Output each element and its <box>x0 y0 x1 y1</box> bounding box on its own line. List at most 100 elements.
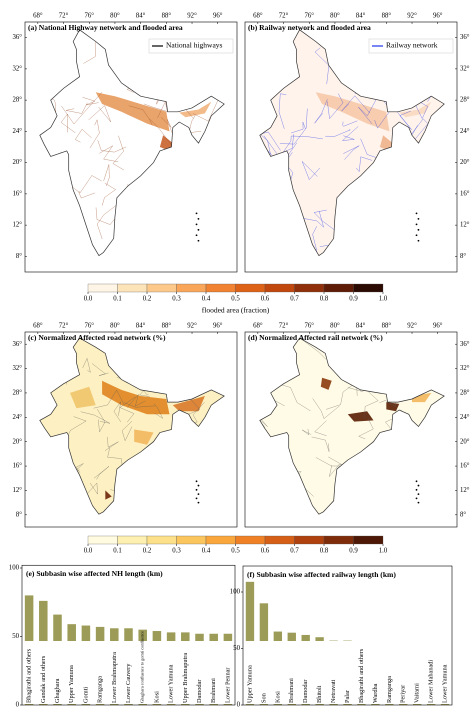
india-outline <box>39 338 225 515</box>
colorbar-tick-label: 0.6 <box>261 548 270 555</box>
x-tick-label: Brahmani <box>288 678 295 703</box>
lon-tick-label: 92° <box>407 13 417 20</box>
colorbar-tick-label: 0.6 <box>261 296 270 303</box>
network-line <box>315 456 346 467</box>
map-panel: (a) National Highway network and flooded… <box>12 13 238 273</box>
colorbar-tick-label: 0.2 <box>143 296 152 303</box>
network-line <box>143 95 168 112</box>
flood-patch <box>379 135 393 151</box>
axes-frame <box>21 564 236 706</box>
lon-tick-label: 96° <box>213 13 223 20</box>
colorbar-tick-label: 0.7 <box>290 296 299 303</box>
colorbar-cell <box>146 535 177 545</box>
network-line <box>107 447 123 469</box>
x-tick-label: Ghaghara confluence to gomti confluence <box>140 631 145 703</box>
x-tick-label: Upper Brahmaputra <box>182 653 189 703</box>
colorbar-tick-label: 1.0 <box>379 548 388 555</box>
x-tick-label: Ramganga <box>386 676 393 703</box>
lon-tick-label: 84° <box>136 323 146 330</box>
india-border <box>259 337 445 515</box>
x-tick-label: Wardha <box>372 683 379 703</box>
colorbar-tick-label: 0.8 <box>320 296 329 303</box>
lon-tick-label: 88° <box>162 323 172 330</box>
network-line <box>96 408 106 433</box>
colorbar-tick-label: 0.1 <box>113 548 122 555</box>
flood-patch <box>70 386 96 409</box>
network-line <box>278 93 287 129</box>
lon-tick-label: 88° <box>382 13 392 20</box>
x-tick-label: Lower Pennar <box>224 667 231 703</box>
network-line <box>396 110 412 130</box>
lat-tick-label: 12° <box>460 222 470 229</box>
colorbar-tick-label: 0.0 <box>84 296 93 303</box>
x-tick-label: Bhagirathi and others <box>358 648 365 703</box>
y-tick-label: 0 <box>237 702 241 709</box>
lat-tick-label: 16° <box>12 190 22 197</box>
network-line <box>78 191 95 199</box>
colorbar-tick-label: 0.4 <box>202 296 211 303</box>
network-line <box>112 135 125 171</box>
network-line <box>75 463 84 473</box>
network-line <box>89 118 100 149</box>
x-tick-label: Ghaghara <box>54 678 61 703</box>
lon-tick-label: 92° <box>187 13 197 20</box>
lon-tick-label: 76° <box>304 13 314 20</box>
lon-tick-label: 76° <box>304 323 314 330</box>
x-tick-label: Lower Cauvery <box>125 663 132 703</box>
x-tick-label: Kosi <box>274 691 281 703</box>
island <box>417 217 420 220</box>
network-line <box>93 466 110 480</box>
x-tick-label: Lower Brahmaputra <box>111 652 118 703</box>
map-panel: (b) Railway network and flooded area Rail… <box>244 13 470 273</box>
lon-tick-label: 68° <box>33 13 43 20</box>
lon-tick-label: 68° <box>253 13 263 20</box>
x-tick-label: Upper Yamuna <box>246 665 253 703</box>
colorbar-cell <box>323 283 354 293</box>
network-line <box>128 105 153 126</box>
colorbar-cell <box>353 535 384 545</box>
lat-tick-label: 20° <box>12 438 22 445</box>
network-line <box>113 401 122 423</box>
lat-tick-label: 36° <box>460 341 470 348</box>
network-line <box>124 402 156 408</box>
island <box>197 239 200 242</box>
network-line <box>74 128 92 143</box>
flood-patch <box>320 377 332 390</box>
network-line <box>121 420 133 442</box>
colorbar-cell <box>117 535 148 545</box>
x-tick-label: Brahmani <box>210 678 217 703</box>
lat-tick-label: 28° <box>460 390 470 397</box>
network-line <box>154 403 164 420</box>
flood-patch <box>347 411 374 422</box>
india-outline <box>39 29 225 256</box>
network-line <box>313 209 339 233</box>
island <box>195 223 198 226</box>
island <box>415 480 418 483</box>
lat-tick-label: 12° <box>12 487 22 494</box>
network-line <box>364 391 379 418</box>
x-tick-label: Son <box>260 692 267 703</box>
lat-tick-label: 32° <box>460 365 470 372</box>
island <box>417 501 420 504</box>
map-panel: (d) Normalized Affected rail network (%)… <box>244 323 470 528</box>
label-backdrop <box>244 641 451 704</box>
x-tick-label: Kosi <box>153 691 160 703</box>
island <box>197 501 200 504</box>
colorbar-cell <box>146 283 177 293</box>
network-line <box>281 384 311 412</box>
colorbar-cell <box>294 535 325 545</box>
chart-title: (e) Subbasin wise affected NH length (km… <box>26 569 163 578</box>
x-tick-label: Lower Yamuna <box>168 664 175 703</box>
legend-box <box>368 38 454 54</box>
network-line <box>119 396 136 423</box>
colorbar-tick-label: 0.9 <box>349 296 358 303</box>
lat-tick-label: 32° <box>12 365 22 372</box>
x-tick-label: Lower Yamuna <box>441 664 448 703</box>
legend-label: Railway network <box>386 41 438 50</box>
network-line <box>314 420 327 437</box>
network-line <box>342 120 358 127</box>
lat-tick-label: 36° <box>460 34 470 41</box>
lon-tick-label: 72° <box>279 323 289 330</box>
network-line <box>91 363 109 376</box>
colorbar: 0.0 0.1 0.2 0.3 0.4 0.5 0.6 0.7 0.8 0.9 1.0 flooded… <box>84 283 388 315</box>
